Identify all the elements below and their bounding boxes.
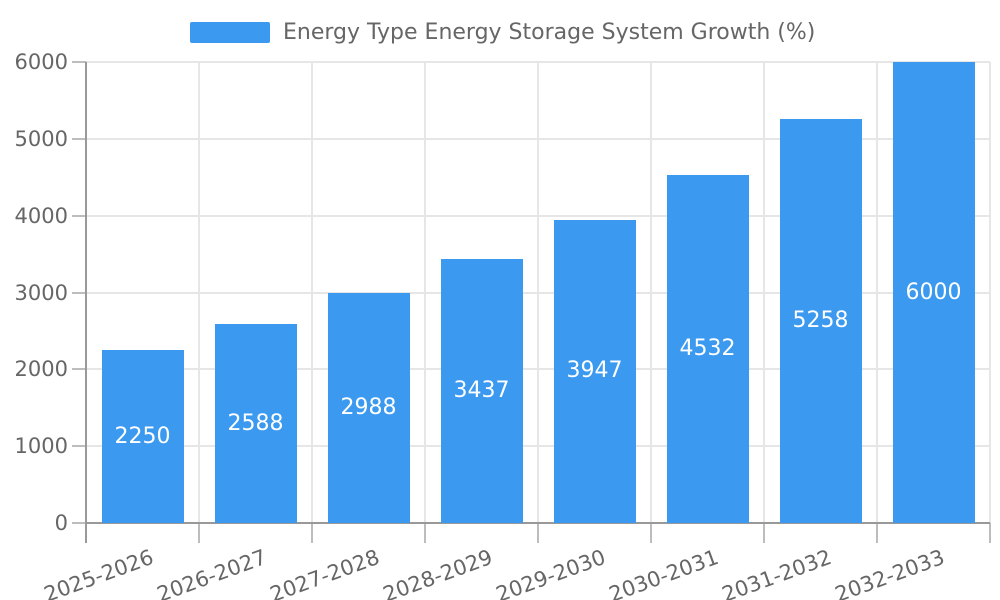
legend[interactable]: Energy Type Energy Storage System Growth… xyxy=(190,20,816,45)
bar[interactable] xyxy=(327,293,410,523)
x-axis-tick xyxy=(198,523,200,543)
legend-label: Energy Type Energy Storage System Growth… xyxy=(283,20,816,45)
x-gridline xyxy=(424,62,426,523)
x-gridline xyxy=(650,62,652,523)
x-axis-label: 2026-2027 xyxy=(153,545,270,600)
x-axis-label: 2028-2029 xyxy=(379,545,496,600)
x-gridline xyxy=(763,62,765,523)
y-axis-tick xyxy=(72,137,86,140)
y-axis-label: 2000 xyxy=(14,357,68,382)
bar[interactable] xyxy=(214,324,297,523)
x-axis-line xyxy=(85,522,990,524)
y-axis-tick xyxy=(72,522,86,524)
y-axis-tick xyxy=(72,368,86,371)
y-axis-tick xyxy=(72,445,86,448)
y-axis-tick xyxy=(72,61,86,63)
bar[interactable] xyxy=(440,258,523,523)
x-gridline xyxy=(311,62,313,523)
x-axis-label: 2027-2028 xyxy=(266,545,383,600)
x-gridline xyxy=(876,62,878,523)
y-axis-tick xyxy=(72,291,86,294)
x-axis-tick xyxy=(763,523,765,543)
y-axis-label: 4000 xyxy=(14,203,68,228)
x-axis-tick xyxy=(424,523,426,543)
y-axis-tick xyxy=(72,214,86,217)
x-axis-label: 2031-2032 xyxy=(718,545,835,600)
y-axis-label: 3000 xyxy=(14,280,68,305)
y-axis-label: 0 xyxy=(54,511,68,535)
bar[interactable] xyxy=(101,350,184,523)
x-axis-label: 2025-2026 xyxy=(40,545,157,600)
bar[interactable] xyxy=(779,119,862,523)
x-axis-tick xyxy=(876,523,878,543)
y-axis-label: 6000 xyxy=(14,50,68,74)
legend-swatch xyxy=(190,22,270,43)
bar[interactable] xyxy=(553,219,636,523)
x-gridline xyxy=(198,62,200,523)
x-axis-label: 2030-2031 xyxy=(605,545,722,600)
x-axis-tick xyxy=(989,523,991,543)
y-axis-label: 1000 xyxy=(14,434,68,459)
x-axis-tick xyxy=(650,523,652,543)
x-axis-label: 2029-2030 xyxy=(492,545,609,600)
x-axis-tick xyxy=(311,523,313,543)
x-gridline xyxy=(537,62,539,523)
x-gridline xyxy=(989,62,991,523)
bar[interactable] xyxy=(666,174,749,523)
bar[interactable] xyxy=(892,62,975,523)
y-axis-line xyxy=(85,62,87,543)
x-axis-tick xyxy=(537,523,539,543)
y-axis-label: 5000 xyxy=(14,126,68,151)
x-axis-label: 2032-2033 xyxy=(831,545,948,600)
